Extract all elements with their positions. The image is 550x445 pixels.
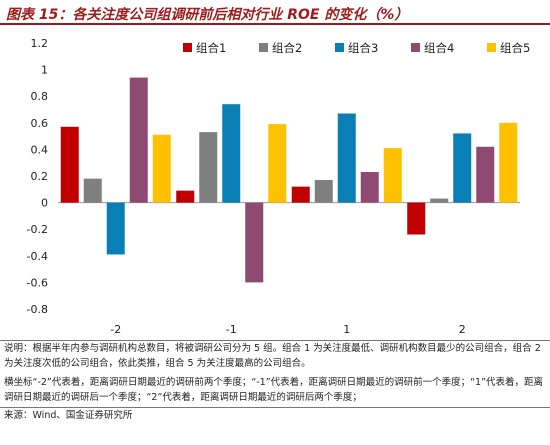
bar-组合5-2 <box>499 122 518 203</box>
bar-组合3--2 <box>106 202 125 255</box>
legend-swatch <box>183 43 192 52</box>
x-tick-label: -2 <box>110 323 121 336</box>
bar-组合2--2 <box>83 178 102 203</box>
source-divider <box>0 407 550 408</box>
legend-label: 组合1 <box>196 41 226 55</box>
x-tick-label: 2 <box>459 323 466 336</box>
bar-组合1-1 <box>291 186 310 203</box>
source-note: 来源：Wind、国金证券研究所 <box>4 410 133 421</box>
y-tick-label: -0.4 <box>27 250 48 263</box>
x-tick-label: -1 <box>226 323 237 336</box>
bar-组合3--1 <box>222 104 241 203</box>
title-bar: 图表 15：各关注度公司组调研前后相对行业 ROE 的变化（%） <box>0 0 550 25</box>
bar-组合2--1 <box>199 132 218 203</box>
legend-swatch <box>487 43 496 52</box>
legend-swatch <box>259 43 268 52</box>
bar-组合1-2 <box>407 202 426 235</box>
axis-note: 横坐标“-2”代表着，距离调研日期最近的调研前两个季度；“-1”代表着，距离调研… <box>4 377 544 403</box>
bar-组合5--2 <box>152 134 171 203</box>
bars <box>60 77 518 283</box>
chart-area: 组合1 组合2 组合3 组合4 组合5 1.2 1 0.8 0.6 0.4 0.2 0 -0.2 -0.… <box>0 27 550 340</box>
bar-组合1--1 <box>176 190 195 203</box>
bar-组合5--1 <box>268 124 287 203</box>
y-tick-label: 1.2 <box>31 37 49 50</box>
y-tick-label: 0.6 <box>31 117 49 130</box>
x-tick-label: 1 <box>343 323 350 336</box>
bar-组合3-2 <box>453 133 472 203</box>
y-tick-label: 0.2 <box>31 170 49 183</box>
legend-label: 组合2 <box>272 41 302 55</box>
legend-label: 组合4 <box>424 41 454 55</box>
legend-swatch <box>411 43 420 52</box>
x-axis: -2 -1 1 2 <box>110 323 465 336</box>
bar-组合3-1 <box>337 113 356 203</box>
chart-title: 图表 15：各关注度公司组调研前后相对行业 ROE 的变化（%） <box>6 7 409 23</box>
legend-label: 组合5 <box>500 41 530 55</box>
bar-组合5-1 <box>383 148 402 203</box>
y-tick-label: 1 <box>41 64 48 77</box>
legend-swatch <box>335 43 344 52</box>
y-tick-label: 0.4 <box>31 143 49 156</box>
bar-组合4--2 <box>129 77 148 203</box>
bar-组合4-1 <box>360 172 379 203</box>
bar-chart: 组合1 组合2 组合3 组合4 组合5 1.2 1 0.8 0.6 0.4 0.2 0 -0.2 -0.… <box>27 37 531 336</box>
legend: 组合1 组合2 组合3 组合4 组合5 <box>183 41 530 55</box>
bar-组合4-2 <box>476 146 495 203</box>
y-tick-label: 0.8 <box>31 90 49 103</box>
y-tick-label: -0.2 <box>27 223 48 236</box>
y-tick-label: -0.6 <box>27 276 48 289</box>
explanation-note: 说明：根据半年内参与调研机构总数目，将被调研公司分为 5 组。组合 1 为关注度… <box>4 343 541 369</box>
bar-组合2-2 <box>430 198 449 203</box>
legend-label: 组合3 <box>348 41 378 55</box>
notes-divider <box>0 340 550 341</box>
y-tick-label: 0 <box>41 197 48 210</box>
bar-组合2-1 <box>314 179 333 203</box>
bar-组合4--1 <box>245 202 264 283</box>
y-tick-label: -0.8 <box>27 303 48 316</box>
bar-组合1--2 <box>60 126 79 203</box>
